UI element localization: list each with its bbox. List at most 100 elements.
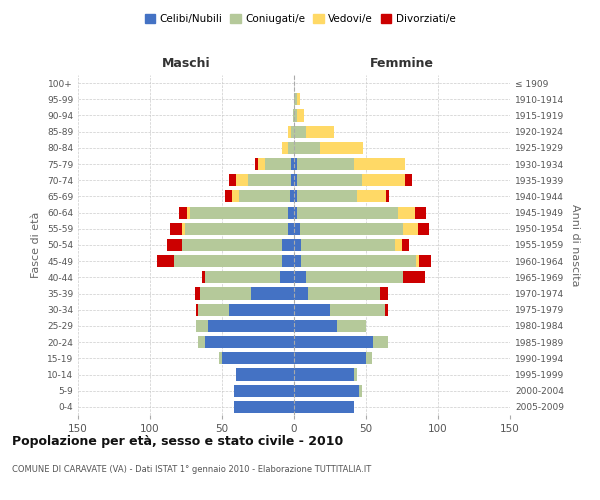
Bar <box>359 384 362 397</box>
Bar <box>294 401 355 413</box>
Bar <box>202 272 205 283</box>
Bar <box>280 272 294 283</box>
Bar <box>185 222 288 235</box>
Bar <box>301 255 416 268</box>
Bar <box>294 384 359 397</box>
Bar <box>251 288 294 300</box>
Bar <box>294 368 355 380</box>
Bar <box>290 190 294 202</box>
Bar <box>219 352 222 364</box>
Bar <box>380 288 388 300</box>
Bar <box>288 206 294 218</box>
Bar <box>294 304 330 316</box>
Bar <box>297 110 304 122</box>
Bar <box>294 320 337 332</box>
Bar <box>355 158 405 170</box>
Bar <box>233 384 294 397</box>
Bar <box>330 304 385 316</box>
Bar <box>236 368 294 380</box>
Bar <box>232 190 239 202</box>
Bar <box>236 174 248 186</box>
Bar <box>297 190 358 202</box>
Bar <box>222 352 294 364</box>
Bar <box>405 174 412 186</box>
Bar <box>385 304 388 316</box>
Bar <box>197 336 205 348</box>
Bar <box>297 158 355 170</box>
Bar <box>337 320 366 332</box>
Bar <box>297 174 362 186</box>
Bar <box>308 288 380 300</box>
Bar <box>239 190 290 202</box>
Bar <box>258 158 265 170</box>
Bar <box>196 304 197 316</box>
Bar <box>366 352 372 364</box>
Y-axis label: Fasce di età: Fasce di età <box>31 212 41 278</box>
Bar <box>297 93 300 106</box>
Bar <box>229 174 236 186</box>
Bar <box>208 320 294 332</box>
Bar <box>288 222 294 235</box>
Bar <box>205 336 294 348</box>
Bar <box>294 158 297 170</box>
Bar <box>291 126 294 138</box>
Bar <box>294 110 297 122</box>
Bar <box>179 206 187 218</box>
Bar <box>386 190 389 202</box>
Bar <box>419 255 431 268</box>
Bar <box>294 206 297 218</box>
Bar <box>197 304 229 316</box>
Bar <box>205 272 280 283</box>
Bar <box>190 206 288 218</box>
Bar <box>294 126 305 138</box>
Bar <box>194 288 200 300</box>
Bar <box>415 206 427 218</box>
Bar <box>362 174 405 186</box>
Bar <box>229 304 294 316</box>
Bar <box>182 222 185 235</box>
Text: Maschi: Maschi <box>161 57 211 70</box>
Bar <box>167 239 182 251</box>
Bar <box>225 190 232 202</box>
Bar <box>398 206 415 218</box>
Bar <box>418 222 430 235</box>
Bar <box>355 368 358 380</box>
Bar <box>294 336 373 348</box>
Bar <box>293 110 294 122</box>
Bar <box>305 272 403 283</box>
Bar <box>294 190 297 202</box>
Bar <box>416 255 419 268</box>
Bar <box>182 239 283 251</box>
Bar <box>187 206 190 218</box>
Bar <box>402 239 409 251</box>
Bar <box>248 174 291 186</box>
Bar <box>294 272 305 283</box>
Bar <box>283 239 294 251</box>
Bar <box>294 288 308 300</box>
Bar <box>294 142 320 154</box>
Text: COMUNE DI CARAVATE (VA) - Dati ISTAT 1° gennaio 2010 - Elaborazione TUTTITALIA.I: COMUNE DI CARAVATE (VA) - Dati ISTAT 1° … <box>12 465 371 474</box>
Bar <box>403 272 425 283</box>
Bar <box>288 126 291 138</box>
Bar <box>294 174 297 186</box>
Bar <box>320 142 363 154</box>
Bar <box>297 206 398 218</box>
Bar <box>170 222 182 235</box>
Bar <box>294 93 297 106</box>
Bar <box>403 222 418 235</box>
Bar <box>291 174 294 186</box>
Bar <box>358 190 386 202</box>
Bar <box>265 158 291 170</box>
Bar <box>283 142 288 154</box>
Bar <box>233 401 294 413</box>
Bar <box>255 158 258 170</box>
Bar <box>301 239 395 251</box>
Bar <box>288 142 294 154</box>
Bar <box>305 126 334 138</box>
Bar <box>175 255 283 268</box>
Text: Femmine: Femmine <box>370 57 434 70</box>
Bar <box>291 158 294 170</box>
Bar <box>300 222 403 235</box>
Legend: Celibi/Nubili, Coniugati/e, Vedovi/e, Divorziati/e: Celibi/Nubili, Coniugati/e, Vedovi/e, Di… <box>140 10 460 29</box>
Bar <box>283 255 294 268</box>
